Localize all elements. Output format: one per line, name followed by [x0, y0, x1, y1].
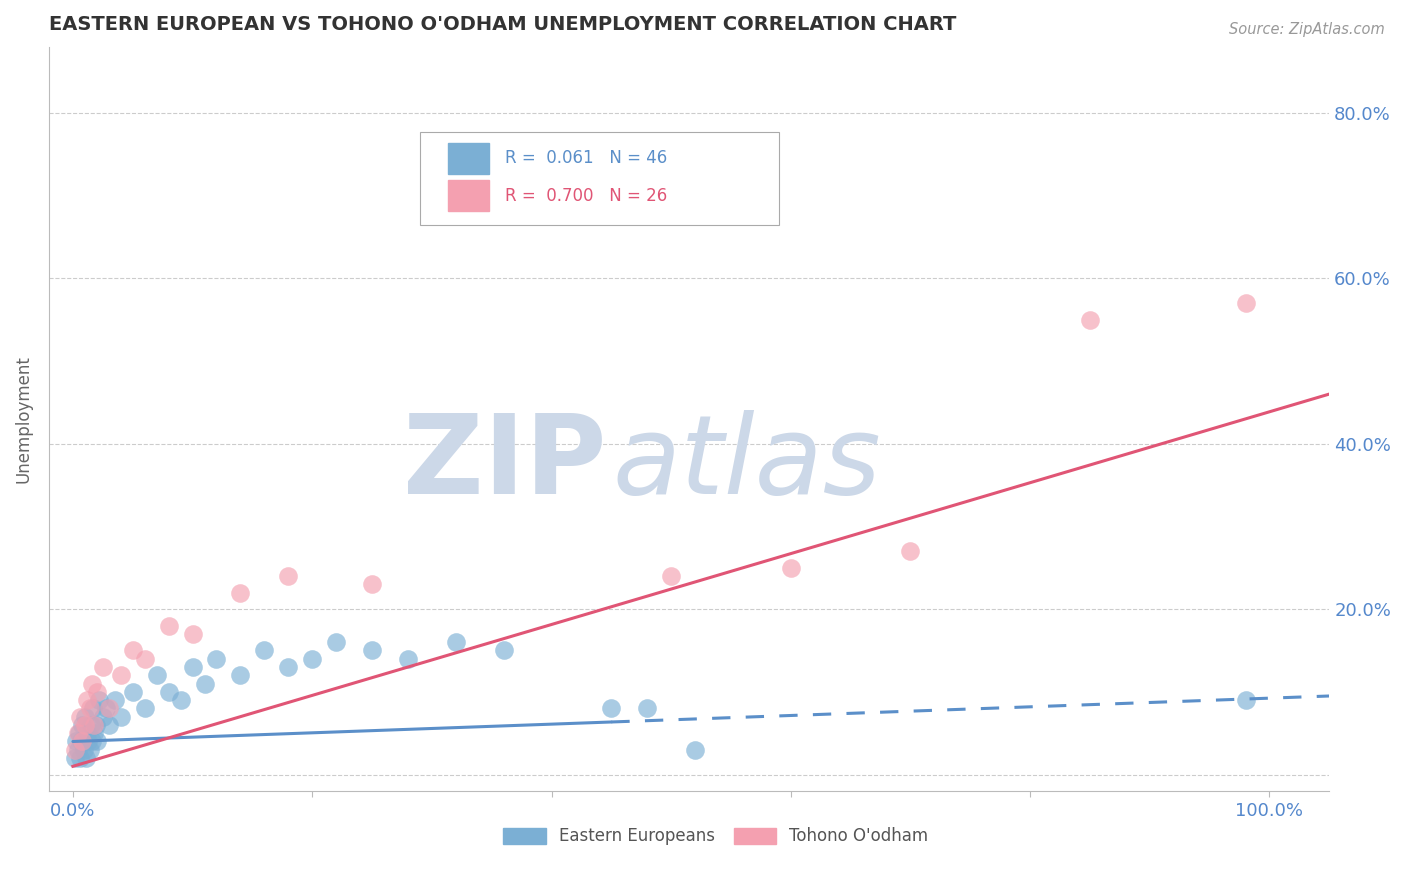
- Point: [181, 660, 204, 674]
- Point: [73, 709, 96, 723]
- Point: [361, 643, 384, 657]
- Point: [229, 585, 252, 599]
- Point: [80, 676, 103, 690]
- Point: [72, 718, 94, 732]
- Point: [97, 701, 120, 715]
- Point: [91, 709, 114, 723]
- Text: ZIP: ZIP: [402, 410, 606, 517]
- Point: [361, 577, 384, 591]
- Point: [76, 693, 98, 707]
- Point: [1234, 296, 1257, 310]
- Point: [91, 660, 114, 674]
- Text: Source: ZipAtlas.com: Source: ZipAtlas.com: [1229, 22, 1385, 37]
- Point: [121, 685, 143, 699]
- Point: [80, 734, 103, 748]
- Point: [277, 569, 299, 583]
- Bar: [449, 143, 489, 174]
- Point: [65, 743, 87, 757]
- Point: [110, 668, 132, 682]
- Point: [97, 718, 120, 732]
- Point: [325, 635, 347, 649]
- Point: [636, 701, 658, 715]
- Point: [76, 726, 98, 740]
- Point: [900, 544, 922, 558]
- Point: [79, 701, 101, 715]
- Point: [69, 751, 91, 765]
- Point: [157, 685, 180, 699]
- Point: [65, 734, 87, 748]
- Point: [73, 718, 96, 732]
- Point: [1234, 693, 1257, 707]
- Text: Tohono O'odham: Tohono O'odham: [789, 827, 928, 845]
- Point: [1078, 312, 1101, 326]
- Point: [79, 743, 101, 757]
- Point: [659, 569, 682, 583]
- Point: [157, 618, 180, 632]
- Point: [89, 693, 111, 707]
- Point: [86, 685, 108, 699]
- Text: Eastern Europeans: Eastern Europeans: [558, 827, 714, 845]
- Point: [193, 676, 215, 690]
- Bar: [449, 180, 489, 211]
- Bar: [734, 828, 776, 844]
- Point: [69, 709, 91, 723]
- Point: [277, 660, 299, 674]
- Text: R =  0.061   N = 46: R = 0.061 N = 46: [505, 149, 666, 168]
- Point: [65, 751, 87, 765]
- Point: [83, 726, 105, 740]
- Point: [82, 701, 104, 715]
- Point: [80, 718, 103, 732]
- Point: [492, 643, 515, 657]
- Bar: [503, 828, 546, 844]
- Y-axis label: Unemployment: Unemployment: [15, 355, 32, 483]
- Point: [121, 643, 143, 657]
- Text: atlas: atlas: [612, 410, 882, 517]
- FancyBboxPatch shape: [420, 132, 779, 226]
- Point: [145, 668, 167, 682]
- Point: [205, 652, 228, 666]
- Point: [72, 734, 94, 748]
- Point: [181, 627, 204, 641]
- Text: EASTERN EUROPEAN VS TOHONO O'ODHAM UNEMPLOYMENT CORRELATION CHART: EASTERN EUROPEAN VS TOHONO O'ODHAM UNEMP…: [49, 15, 956, 34]
- Point: [481, 188, 503, 202]
- Point: [96, 701, 118, 715]
- Point: [66, 743, 89, 757]
- Point: [77, 734, 100, 748]
- Point: [75, 751, 97, 765]
- Point: [229, 668, 252, 682]
- Point: [84, 718, 107, 732]
- Point: [104, 693, 127, 707]
- Point: [83, 718, 105, 732]
- Point: [683, 743, 706, 757]
- Point: [67, 726, 90, 740]
- Point: [70, 734, 93, 748]
- Point: [253, 643, 276, 657]
- Point: [86, 734, 108, 748]
- Point: [66, 726, 89, 740]
- Point: [600, 701, 623, 715]
- Point: [779, 561, 801, 575]
- Text: R =  0.700   N = 26: R = 0.700 N = 26: [505, 186, 666, 204]
- Point: [134, 652, 156, 666]
- Point: [396, 652, 419, 666]
- Point: [134, 701, 156, 715]
- Point: [444, 635, 467, 649]
- Point: [169, 693, 191, 707]
- Point: [73, 743, 96, 757]
- Point: [301, 652, 323, 666]
- Point: [110, 709, 132, 723]
